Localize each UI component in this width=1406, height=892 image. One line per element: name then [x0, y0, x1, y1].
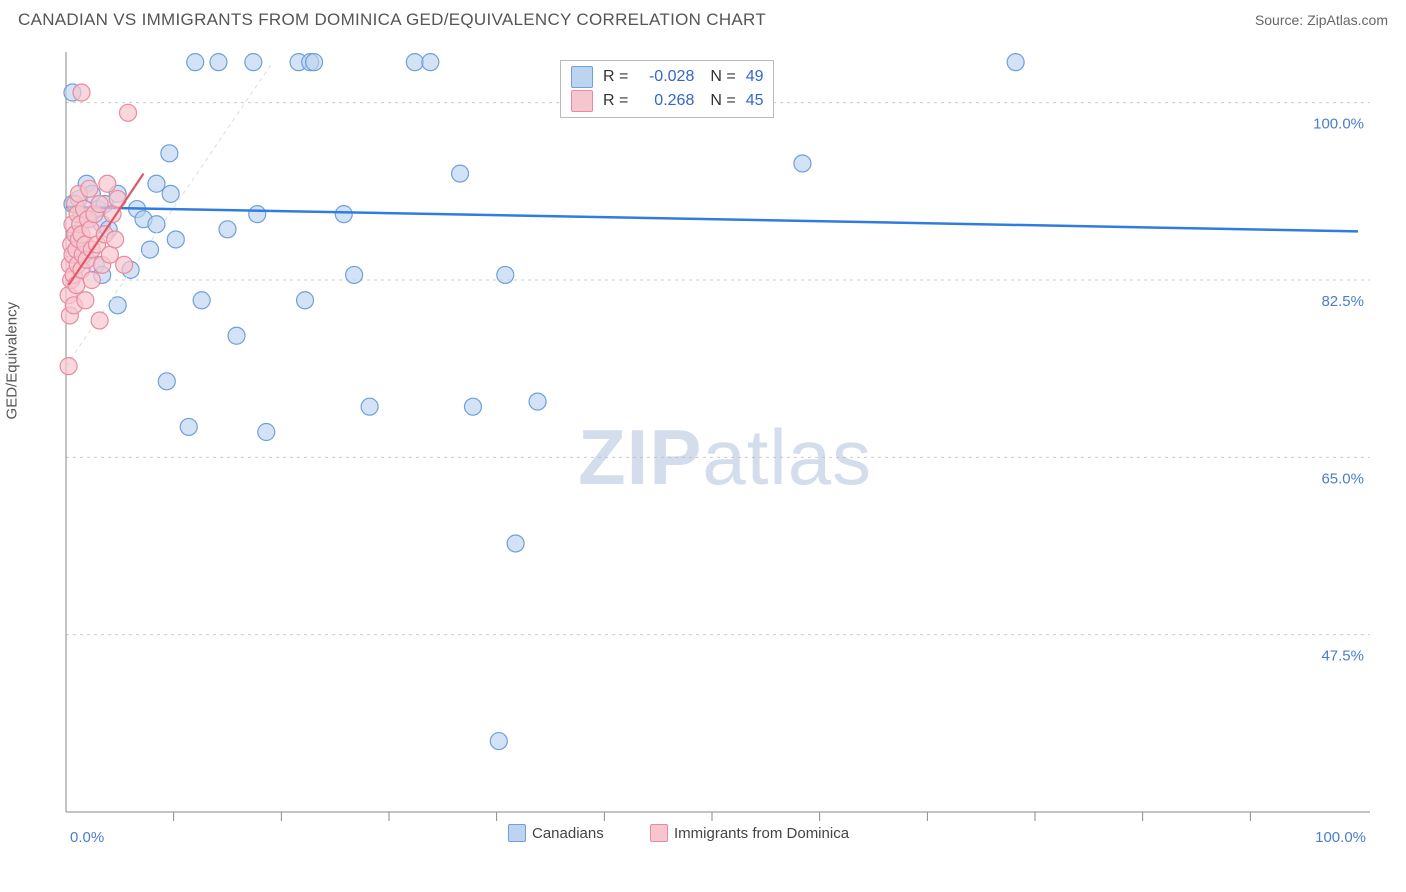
title-bar: CANADIAN VS IMMIGRANTS FROM DOMINICA GED… — [0, 0, 1406, 34]
data-point — [73, 84, 90, 101]
data-point — [162, 185, 179, 202]
n-value: 45 — [746, 89, 764, 113]
r-value: -0.028 — [638, 65, 694, 89]
data-point — [193, 292, 210, 309]
data-point — [180, 418, 197, 435]
correlation-legend-row: R = -0.028 N = 49 — [571, 65, 763, 89]
chart-area: GED/Equivalency 47.5%65.0%82.5%100.0%0.0… — [18, 42, 1388, 874]
data-point — [361, 398, 378, 415]
chart-title: CANADIAN VS IMMIGRANTS FROM DOMINICA GED… — [18, 10, 766, 30]
data-point — [464, 398, 481, 415]
data-point — [158, 373, 175, 390]
data-point — [83, 272, 100, 289]
scatter-chart: 47.5% 65.0% 82.5% 100.0% 0.0% 100.0% — [18, 42, 1388, 874]
data-point — [167, 231, 184, 248]
data-point — [107, 231, 124, 248]
legend-swatch — [508, 824, 526, 842]
data-point — [335, 206, 352, 223]
data-point — [148, 175, 165, 192]
data-point — [81, 180, 98, 197]
data-point — [346, 266, 363, 283]
data-point — [497, 266, 514, 283]
data-point — [210, 54, 227, 71]
data-point — [219, 221, 236, 238]
legend-item: Canadians — [508, 824, 604, 842]
r-value: 0.268 — [638, 89, 694, 113]
data-point — [161, 145, 178, 162]
correlation-legend: R = -0.028 N = 49 R = 0.268 N = 45 — [560, 60, 774, 118]
data-point — [1007, 54, 1024, 71]
data-point — [297, 292, 314, 309]
data-point — [529, 393, 546, 410]
data-point — [228, 327, 245, 344]
legend-label: Immigrants from Dominica — [674, 825, 849, 842]
data-point — [490, 733, 507, 750]
n-label: N = — [710, 89, 735, 113]
data-point — [406, 54, 423, 71]
data-point — [258, 424, 275, 441]
data-point — [60, 358, 77, 375]
y-axis-label: GED/Equivalency — [4, 302, 21, 420]
data-point — [77, 292, 94, 309]
legend-item: Immigrants from Dominica — [650, 824, 849, 842]
y-tick-label: 82.5% — [1321, 293, 1364, 310]
source-label: Source: ZipAtlas.com — [1255, 12, 1388, 28]
data-point — [141, 241, 158, 258]
data-point — [245, 54, 262, 71]
data-point — [101, 246, 118, 263]
y-tick-label: 100.0% — [1313, 116, 1364, 133]
data-point — [68, 277, 85, 294]
n-value: 49 — [746, 65, 764, 89]
data-point — [120, 104, 137, 121]
legend-label: Canadians — [532, 825, 604, 842]
data-point — [306, 54, 323, 71]
legend-swatch — [571, 90, 593, 112]
legend-swatch — [650, 824, 668, 842]
data-point — [422, 54, 439, 71]
n-label: N = — [710, 65, 735, 89]
data-point — [116, 256, 133, 273]
data-point — [794, 155, 811, 172]
data-point — [99, 175, 116, 192]
r-label: R = — [603, 89, 628, 113]
y-tick-label: 47.5% — [1321, 648, 1364, 665]
r-label: R = — [603, 65, 628, 89]
y-tick-label: 65.0% — [1321, 470, 1364, 487]
x-tick-label-left: 0.0% — [70, 829, 104, 846]
legend-swatch — [571, 66, 593, 88]
x-tick-label-right: 100.0% — [1315, 829, 1366, 846]
data-point — [249, 206, 266, 223]
data-point — [507, 535, 524, 552]
data-point — [91, 312, 108, 329]
data-point — [187, 54, 204, 71]
correlation-legend-row: R = 0.268 N = 45 — [571, 89, 763, 113]
data-point — [452, 165, 469, 182]
